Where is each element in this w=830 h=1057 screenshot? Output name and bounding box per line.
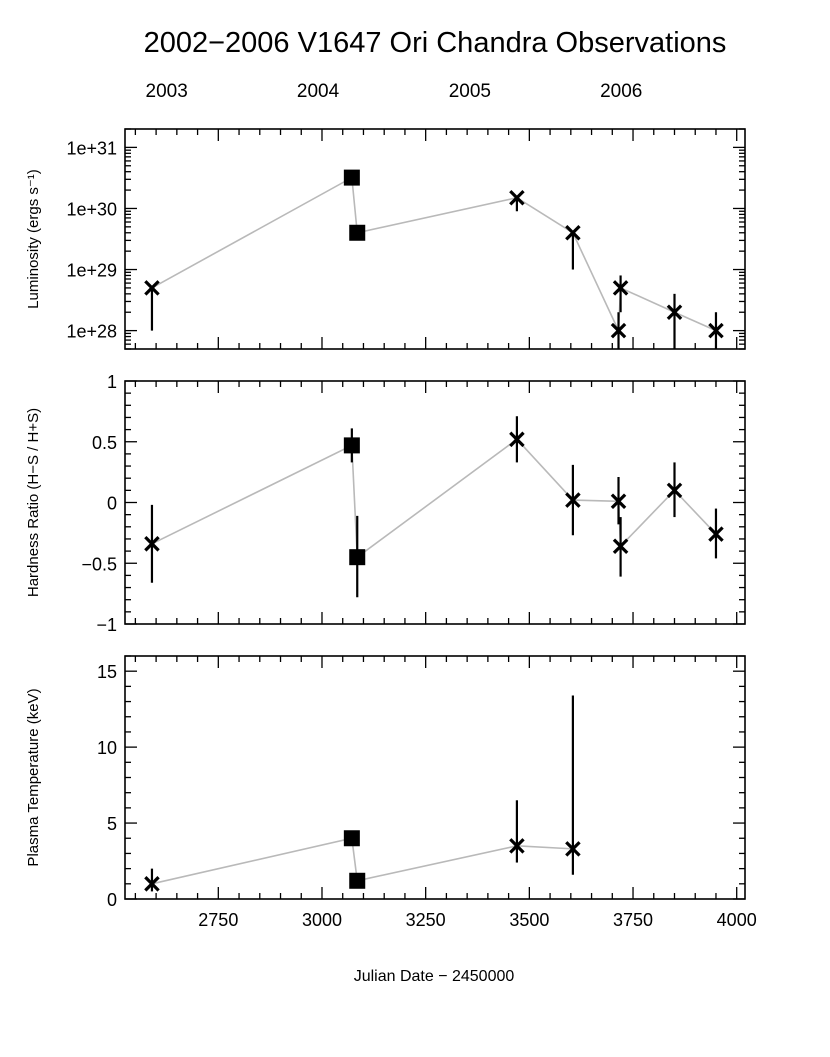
cross-marker [666,304,683,320]
year-label: 2004 [297,81,340,102]
cross-stroke [144,280,160,296]
year-label: 2003 [146,81,188,102]
cross-stroke [610,322,627,339]
y-axis-label: Luminosity (ergs s⁻¹) [25,169,42,309]
square-marker [349,224,366,241]
cross-marker [565,492,581,508]
cross-stroke [565,225,581,241]
cross-stroke [509,838,525,854]
y-tick-label: 1e+29 [66,261,117,281]
cross-marker [509,189,525,206]
square-marker [349,872,366,889]
cross-marker [144,876,160,892]
y-tick-label: 0 [107,890,117,910]
x-tick-label: 4000 [717,910,757,930]
cross-marker [708,322,724,339]
cross-stroke [708,526,724,542]
square-marker [349,549,366,566]
x-tick-label: 3750 [613,910,653,930]
year-label: 2005 [449,81,491,102]
cross-stroke [144,536,160,552]
cross-marker [509,431,525,448]
y-tick-label: 1e+31 [66,138,117,158]
y-tick-label: 1e+30 [66,199,117,219]
cross-marker [610,493,627,510]
x-tick-label: 3250 [406,910,446,930]
cross-marker [612,280,629,296]
x-tick-label: 3000 [302,910,342,930]
cross-stroke [666,304,683,320]
cross-marker [610,322,627,339]
y-tick-label: −1 [96,615,117,635]
y-tick-label: 5 [107,814,117,834]
cross-marker [666,482,683,499]
cross-marker [708,526,724,542]
plasma-temperature-panel: 0 5 10 15 Plasma Temperature (keV) 2750 3000 32… [25,655,757,930]
plot-frame [124,128,746,350]
series-line [151,176,717,332]
series-line [151,438,717,559]
x-tick-label: 2750 [198,910,238,930]
cross-stroke [708,322,724,339]
y-tick-label: 15 [97,662,117,682]
hardness-ratio-panel: −1 −0.5 0 0.5 1 Hardness Ratio (H−S / H+S) [25,372,746,635]
cross-marker [565,841,581,857]
y-axis-label: Hardness Ratio (H−S / H+S) [25,408,42,597]
cross-stroke [610,493,627,510]
cross-stroke [509,189,525,206]
y-tick-label: 0.5 [92,433,117,453]
year-label: 2006 [600,81,642,102]
y-tick-label: 1e+28 [66,322,117,342]
y-tick-label: 0 [107,494,117,514]
y-tick-label: 1 [107,372,117,392]
y-tick-label: −0.5 [81,554,117,574]
cross-stroke [144,876,160,892]
x-tick-label: 3500 [509,910,549,930]
cross-stroke [565,492,581,508]
cross-marker [612,538,629,555]
y-tick-label: 10 [97,738,117,758]
cross-marker [144,280,160,296]
luminosity-panel: 1e+28 1e+29 1e+30 1e+31 Luminosity (ergs s⁻¹… [25,81,746,350]
square-marker [343,169,360,186]
cross-stroke [612,538,629,555]
plot-frame [124,655,746,900]
chart-title: 2002−2006 V1647 Ori Chandra Observations [144,27,727,59]
cross-marker [565,225,581,241]
cross-stroke [612,280,629,296]
x-axis-label: Julian Date − 2450000 [354,968,515,985]
square-marker [343,830,360,847]
cross-stroke [565,841,581,857]
cross-stroke [666,482,683,499]
cross-stroke [509,431,525,448]
square-marker [343,437,360,454]
y-axis-label: Plasma Temperature (keV) [25,688,42,866]
cross-marker [509,838,525,854]
plot-frame [124,380,746,625]
cross-marker [144,536,160,552]
